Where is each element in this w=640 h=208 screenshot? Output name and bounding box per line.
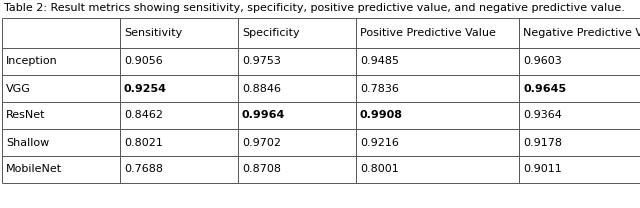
Text: Sensitivity: Sensitivity [124,28,182,38]
Text: Negative Predictive Value: Negative Predictive Value [523,28,640,38]
Text: 0.9603: 0.9603 [523,57,562,67]
Text: 0.9178: 0.9178 [523,137,562,147]
Text: 0.9056: 0.9056 [124,57,163,67]
Text: 0.9485: 0.9485 [360,57,399,67]
Text: 0.9753: 0.9753 [242,57,281,67]
Text: 0.8462: 0.8462 [124,110,163,120]
Text: VGG: VGG [6,83,31,94]
Text: 0.9645: 0.9645 [523,83,566,94]
Text: 0.9216: 0.9216 [360,137,399,147]
Text: Shallow: Shallow [6,137,49,147]
Text: 0.9254: 0.9254 [124,83,167,94]
Text: 0.7836: 0.7836 [360,83,399,94]
Text: 0.8001: 0.8001 [360,165,399,175]
Text: 0.9702: 0.9702 [242,137,281,147]
Text: Table 2: Result metrics showing sensitivity, specificity, positive predictive va: Table 2: Result metrics showing sensitiv… [4,3,625,13]
Text: 0.7688: 0.7688 [124,165,163,175]
Text: Inception: Inception [6,57,58,67]
Text: ResNet: ResNet [6,110,45,120]
Text: 0.9964: 0.9964 [242,110,285,120]
Text: 0.9364: 0.9364 [523,110,562,120]
Text: 0.8846: 0.8846 [242,83,281,94]
Text: 0.9011: 0.9011 [523,165,562,175]
Text: 0.8708: 0.8708 [242,165,281,175]
Text: 0.8021: 0.8021 [124,137,163,147]
Text: Specificity: Specificity [242,28,300,38]
Text: Positive Predictive Value: Positive Predictive Value [360,28,496,38]
Text: 0.9908: 0.9908 [360,110,403,120]
Text: MobileNet: MobileNet [6,165,62,175]
